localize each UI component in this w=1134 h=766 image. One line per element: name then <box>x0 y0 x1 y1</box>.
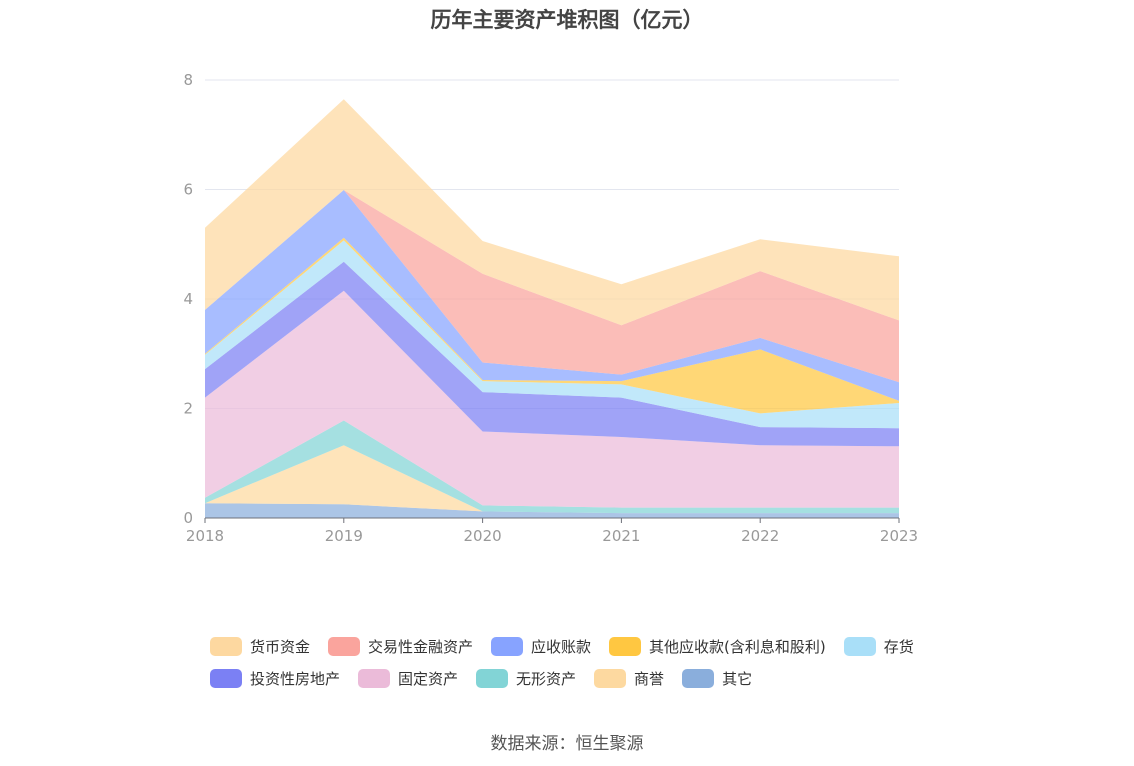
y-tick-label: 4 <box>183 290 193 308</box>
legend-label: 商誉 <box>634 669 665 688</box>
legend-swatch <box>843 636 876 656</box>
legend-swatch <box>210 668 242 688</box>
area-series-3[interactable] <box>205 290 899 508</box>
area-series-5[interactable] <box>205 240 899 429</box>
legend-swatch <box>594 668 627 688</box>
legend-item[interactable]: 商誉 <box>594 668 664 689</box>
legend-item[interactable]: 其它 <box>682 668 752 689</box>
x-tick-label: 2023 <box>880 527 918 545</box>
legend-label: 货币资金 <box>250 637 311 656</box>
y-tick-label: 8 <box>183 71 193 89</box>
area-series-7[interactable] <box>205 190 899 401</box>
legend-swatch <box>476 668 509 688</box>
area-series-2[interactable] <box>205 420 899 514</box>
legend-item[interactable]: 其他应收款(含利息和股利) <box>609 636 826 657</box>
legend-swatch <box>328 636 361 656</box>
legend-item[interactable]: 交易性金融资产 <box>328 636 473 657</box>
legend-swatch <box>491 636 524 656</box>
axes: 0 2 4 6 8 2018 2019 2020 2021 2022 2023 <box>183 71 918 545</box>
legend-label: 无形资产 <box>516 669 577 688</box>
legend-label: 投资性房地产 <box>250 669 341 688</box>
area-series-4[interactable] <box>205 261 899 447</box>
area-series <box>205 99 899 518</box>
area-series-9[interactable] <box>205 99 899 326</box>
legend-label: 应收账款 <box>531 637 592 656</box>
legend-swatch <box>210 636 242 656</box>
x-tick-label: 2021 <box>602 527 640 545</box>
legend-swatch <box>609 636 642 656</box>
legend-row: 投资性房地产 固定资产 无形资产 商誉 其它 <box>210 662 950 694</box>
legend-label: 其他应收款(含利息和股利) <box>649 637 826 656</box>
x-tick-label: 2022 <box>741 527 779 545</box>
legend-label: 其它 <box>722 669 753 688</box>
x-tick-label: 2020 <box>464 527 502 545</box>
legend-swatch <box>358 668 391 688</box>
chart-title: 历年主要资产堆积图（亿元） <box>430 8 704 32</box>
legend-row: 货币资金 交易性金融资产 应收账款 其他应收款(含利息和股利) 存货 <box>210 630 950 662</box>
x-tick-label: 2018 <box>186 527 224 545</box>
legend-item[interactable]: 固定资产 <box>358 668 458 689</box>
legend-item[interactable]: 货币资金 <box>210 636 310 657</box>
stacked-area-chart: 0 2 4 6 8 2018 2019 2020 2021 2022 2023 <box>183 71 918 545</box>
legend-label: 存货 <box>883 637 914 656</box>
area-series-0[interactable] <box>205 503 899 518</box>
legend-label: 固定资产 <box>398 669 459 688</box>
legend-label: 交易性金融资产 <box>368 637 474 656</box>
legend-item[interactable]: 应收账款 <box>491 636 591 657</box>
legend-item[interactable]: 存货 <box>843 636 914 657</box>
y-tick-label: 2 <box>183 400 193 418</box>
area-series-8[interactable] <box>205 190 899 383</box>
area-series-1[interactable] <box>205 445 899 514</box>
y-tick-label: 6 <box>183 181 193 199</box>
x-tick-label: 2019 <box>325 527 363 545</box>
area-series-6[interactable] <box>205 237 899 414</box>
legend-item[interactable]: 无形资产 <box>476 668 576 689</box>
legend-item[interactable]: 投资性房地产 <box>210 668 340 689</box>
source-note: 数据来源：恒生聚源 <box>490 734 644 754</box>
legend: 货币资金 交易性金融资产 应收账款 其他应收款(含利息和股利) 存货 投资性房地产 固定资… <box>210 630 950 694</box>
y-tick-label: 0 <box>183 509 193 527</box>
legend-swatch <box>682 668 715 688</box>
